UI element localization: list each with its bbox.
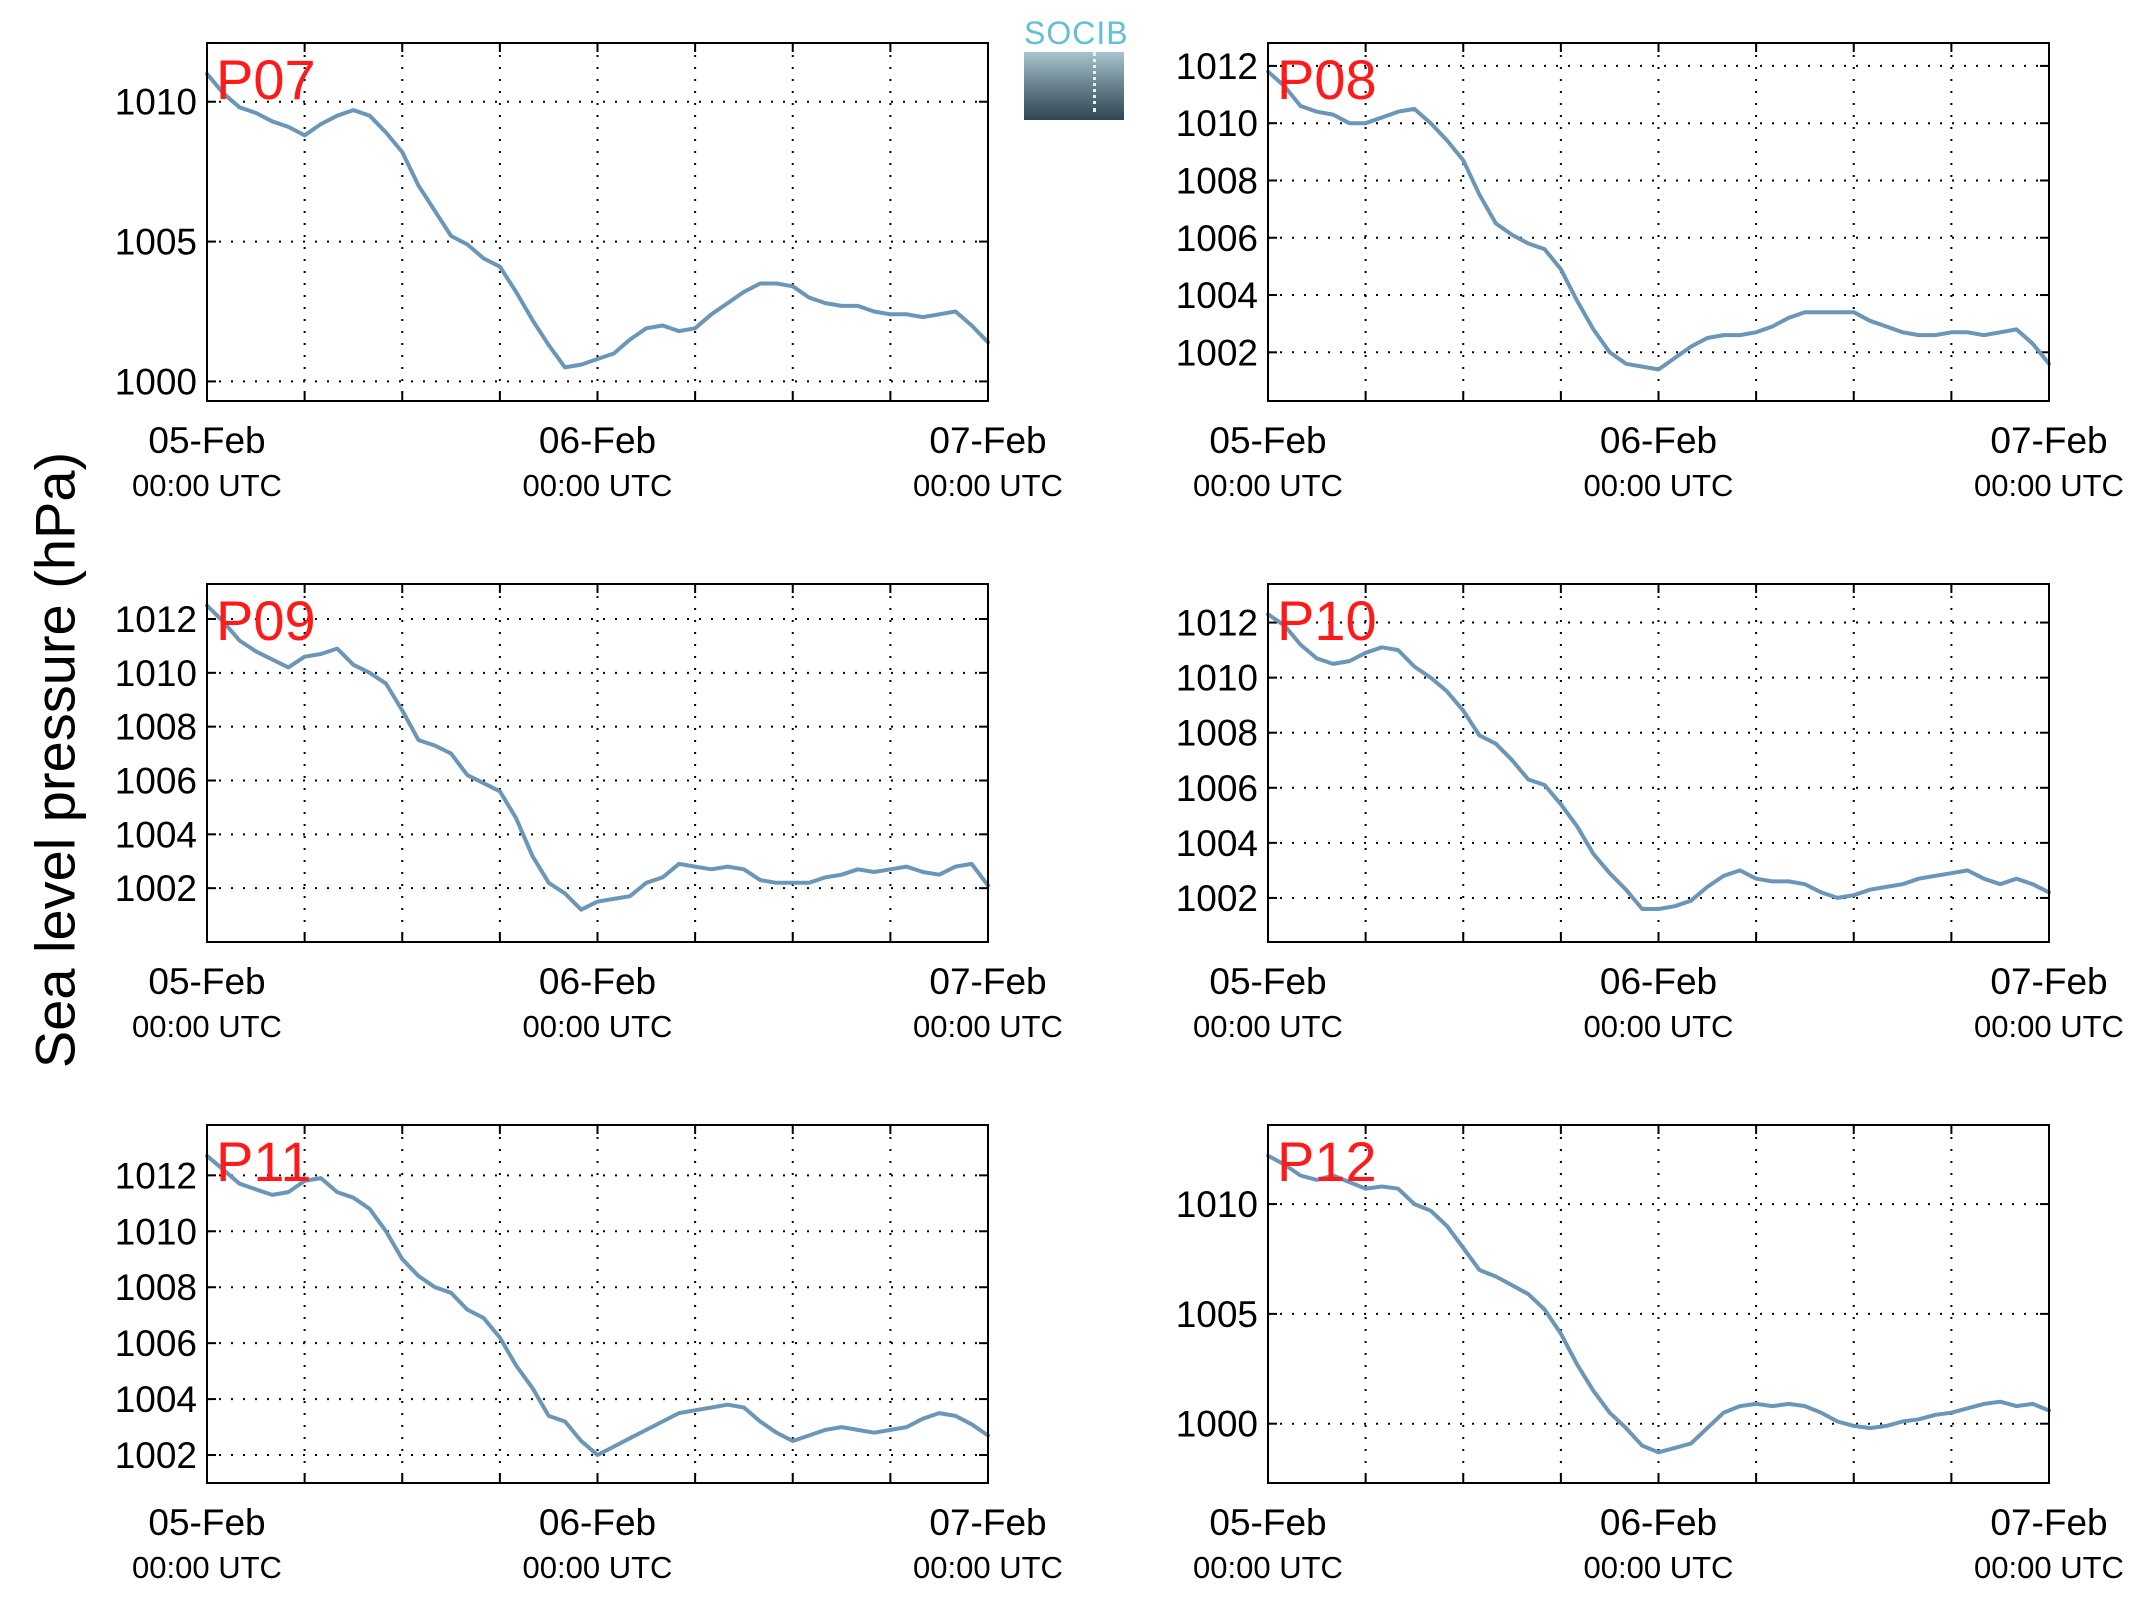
y-tick-label: 1005	[1176, 1294, 1258, 1335]
y-tick-label: 1012	[1176, 46, 1258, 87]
x-tick-date: 07-Feb	[929, 961, 1046, 1002]
x-tick-date: 05-Feb	[1209, 420, 1326, 461]
station-label-p11: P11	[216, 1130, 311, 1193]
x-tick-date: 07-Feb	[1990, 961, 2107, 1002]
x-tick-time: 00:00 UTC	[913, 1550, 1063, 1585]
series-line-p08	[1266, 69, 2051, 372]
x-tick-time: 00:00 UTC	[132, 1009, 282, 1044]
x-tick-time: 00:00 UTC	[132, 1550, 282, 1585]
panel-p10: 1002 1004 1006 1008 1010 1012 P10 05-Feb 00:00 U…	[1176, 583, 2124, 1044]
logo-text: SOCIB	[1024, 15, 1129, 51]
logo-wave-block	[1024, 52, 1124, 120]
x-tick-date: 07-Feb	[929, 420, 1046, 461]
x-tick-date: 06-Feb	[539, 420, 656, 461]
x-tick-time: 00:00 UTC	[1584, 1550, 1734, 1585]
y-tick-label: 1006	[1176, 768, 1258, 809]
station-label-p12: P12	[1277, 1130, 1377, 1193]
series-line-p11	[205, 1153, 990, 1457]
x-tick-date: 05-Feb	[148, 961, 265, 1002]
x-tick-date: 07-Feb	[1990, 1502, 2107, 1543]
y-tick-label: 1002	[115, 868, 197, 909]
station-label-p09: P09	[216, 589, 316, 652]
y-tick-label: 1006	[1176, 218, 1258, 259]
y-tick-label: 1002	[1176, 878, 1258, 919]
x-tick-time: 00:00 UTC	[523, 1009, 673, 1044]
x-tick-time: 00:00 UTC	[1974, 468, 2124, 503]
x-tick-time: 00:00 UTC	[523, 1550, 673, 1585]
x-tick-time: 00:00 UTC	[523, 468, 673, 503]
x-tick-date: 06-Feb	[539, 961, 656, 1002]
series-line-p10	[1266, 612, 2051, 911]
y-tick-label: 1008	[1176, 713, 1258, 754]
x-tick-date: 05-Feb	[1209, 961, 1326, 1002]
y-tick-label: 1010	[115, 653, 197, 694]
panel-p09: 1002 1004 1006 1008 1010 1012 P09 05-Feb 00:00 U…	[115, 583, 1063, 1044]
y-tick-label: 1002	[115, 1435, 197, 1476]
x-tick-time: 00:00 UTC	[1193, 1009, 1343, 1044]
series-line-p12	[1266, 1153, 2051, 1455]
x-tick-date: 05-Feb	[148, 1502, 265, 1543]
x-tick-date: 05-Feb	[1209, 1502, 1326, 1543]
x-tick-date: 06-Feb	[1600, 420, 1717, 461]
y-tick-label: 1010	[1176, 1184, 1258, 1225]
y-tick-label: 1012	[1176, 603, 1258, 644]
y-tick-label: 1004	[1176, 275, 1258, 316]
y-tick-label: 1012	[115, 599, 197, 640]
y-tick-label: 1010	[1176, 103, 1258, 144]
x-tick-time: 00:00 UTC	[1193, 1550, 1343, 1585]
y-tick-label: 1006	[115, 760, 197, 801]
plot-frame	[206, 42, 989, 402]
y-tick-label: 1002	[1176, 332, 1258, 373]
panel-p11: 1002 1004 1006 1008 1010 1012 P11 05-Feb 00:00 U…	[115, 1124, 1063, 1585]
x-tick-date: 05-Feb	[148, 420, 265, 461]
y-tick-label: 1006	[115, 1323, 197, 1364]
x-tick-date: 06-Feb	[539, 1502, 656, 1543]
y-tick-label: 1000	[1176, 1404, 1258, 1445]
x-tick-time: 00:00 UTC	[1193, 468, 1343, 503]
logo-dotted-line	[1093, 52, 1096, 112]
y-tick-label: 1004	[115, 1379, 197, 1420]
x-tick-time: 00:00 UTC	[1974, 1550, 2124, 1585]
plot-frame	[1267, 42, 2050, 402]
y-tick-label: 1000	[115, 361, 197, 402]
y-tick-label: 1008	[1176, 160, 1258, 201]
x-tick-time: 00:00 UTC	[1974, 1009, 2124, 1044]
y-tick-label: 1010	[115, 82, 197, 123]
panel-p08: 1002 1004 1006 1008 1010 1012 P08 05-Feb 00:00 U…	[1176, 42, 2124, 503]
x-tick-time: 00:00 UTC	[1584, 468, 1734, 503]
series-line-p09	[205, 603, 990, 912]
plot-frame	[206, 583, 989, 943]
y-tick-label: 1012	[115, 1155, 197, 1196]
panel-p07: 1000 1005 1010 P07 05-Feb 00:00 UTC 06-Feb 00:0…	[115, 42, 1063, 503]
x-tick-date: 07-Feb	[929, 1502, 1046, 1543]
y-tick-label: 1008	[115, 1267, 197, 1308]
plot-frame	[1267, 583, 2050, 943]
series-line-p07	[205, 71, 990, 370]
plot-frame	[1267, 1124, 2050, 1484]
y-tick-label: 1010	[115, 1211, 197, 1252]
x-tick-date: 06-Feb	[1600, 961, 1717, 1002]
y-tick-label: 1005	[115, 222, 197, 263]
panel-p12: 1000 1005 1010 P12 05-Feb 00:00 UTC 06-Feb 00:0…	[1176, 1124, 2124, 1585]
y-tick-label: 1008	[115, 707, 197, 748]
x-tick-time: 00:00 UTC	[913, 468, 1063, 503]
x-tick-date: 07-Feb	[1990, 420, 2107, 461]
y-tick-label: 1010	[1176, 658, 1258, 699]
socib-logo: SOCIB	[1024, 15, 1129, 120]
y-tick-label: 1004	[115, 814, 197, 855]
x-tick-time: 00:00 UTC	[913, 1009, 1063, 1044]
x-tick-time: 00:00 UTC	[132, 468, 282, 503]
station-label-p07: P07	[216, 48, 316, 111]
y-axis-label: Sea level pressure (hPa)	[23, 451, 87, 1069]
station-label-p10: P10	[1277, 589, 1377, 652]
plot-frame	[206, 1124, 989, 1484]
x-tick-date: 06-Feb	[1600, 1502, 1717, 1543]
y-tick-label: 1004	[1176, 823, 1258, 864]
station-label-p08: P08	[1277, 48, 1377, 111]
x-tick-time: 00:00 UTC	[1584, 1009, 1734, 1044]
